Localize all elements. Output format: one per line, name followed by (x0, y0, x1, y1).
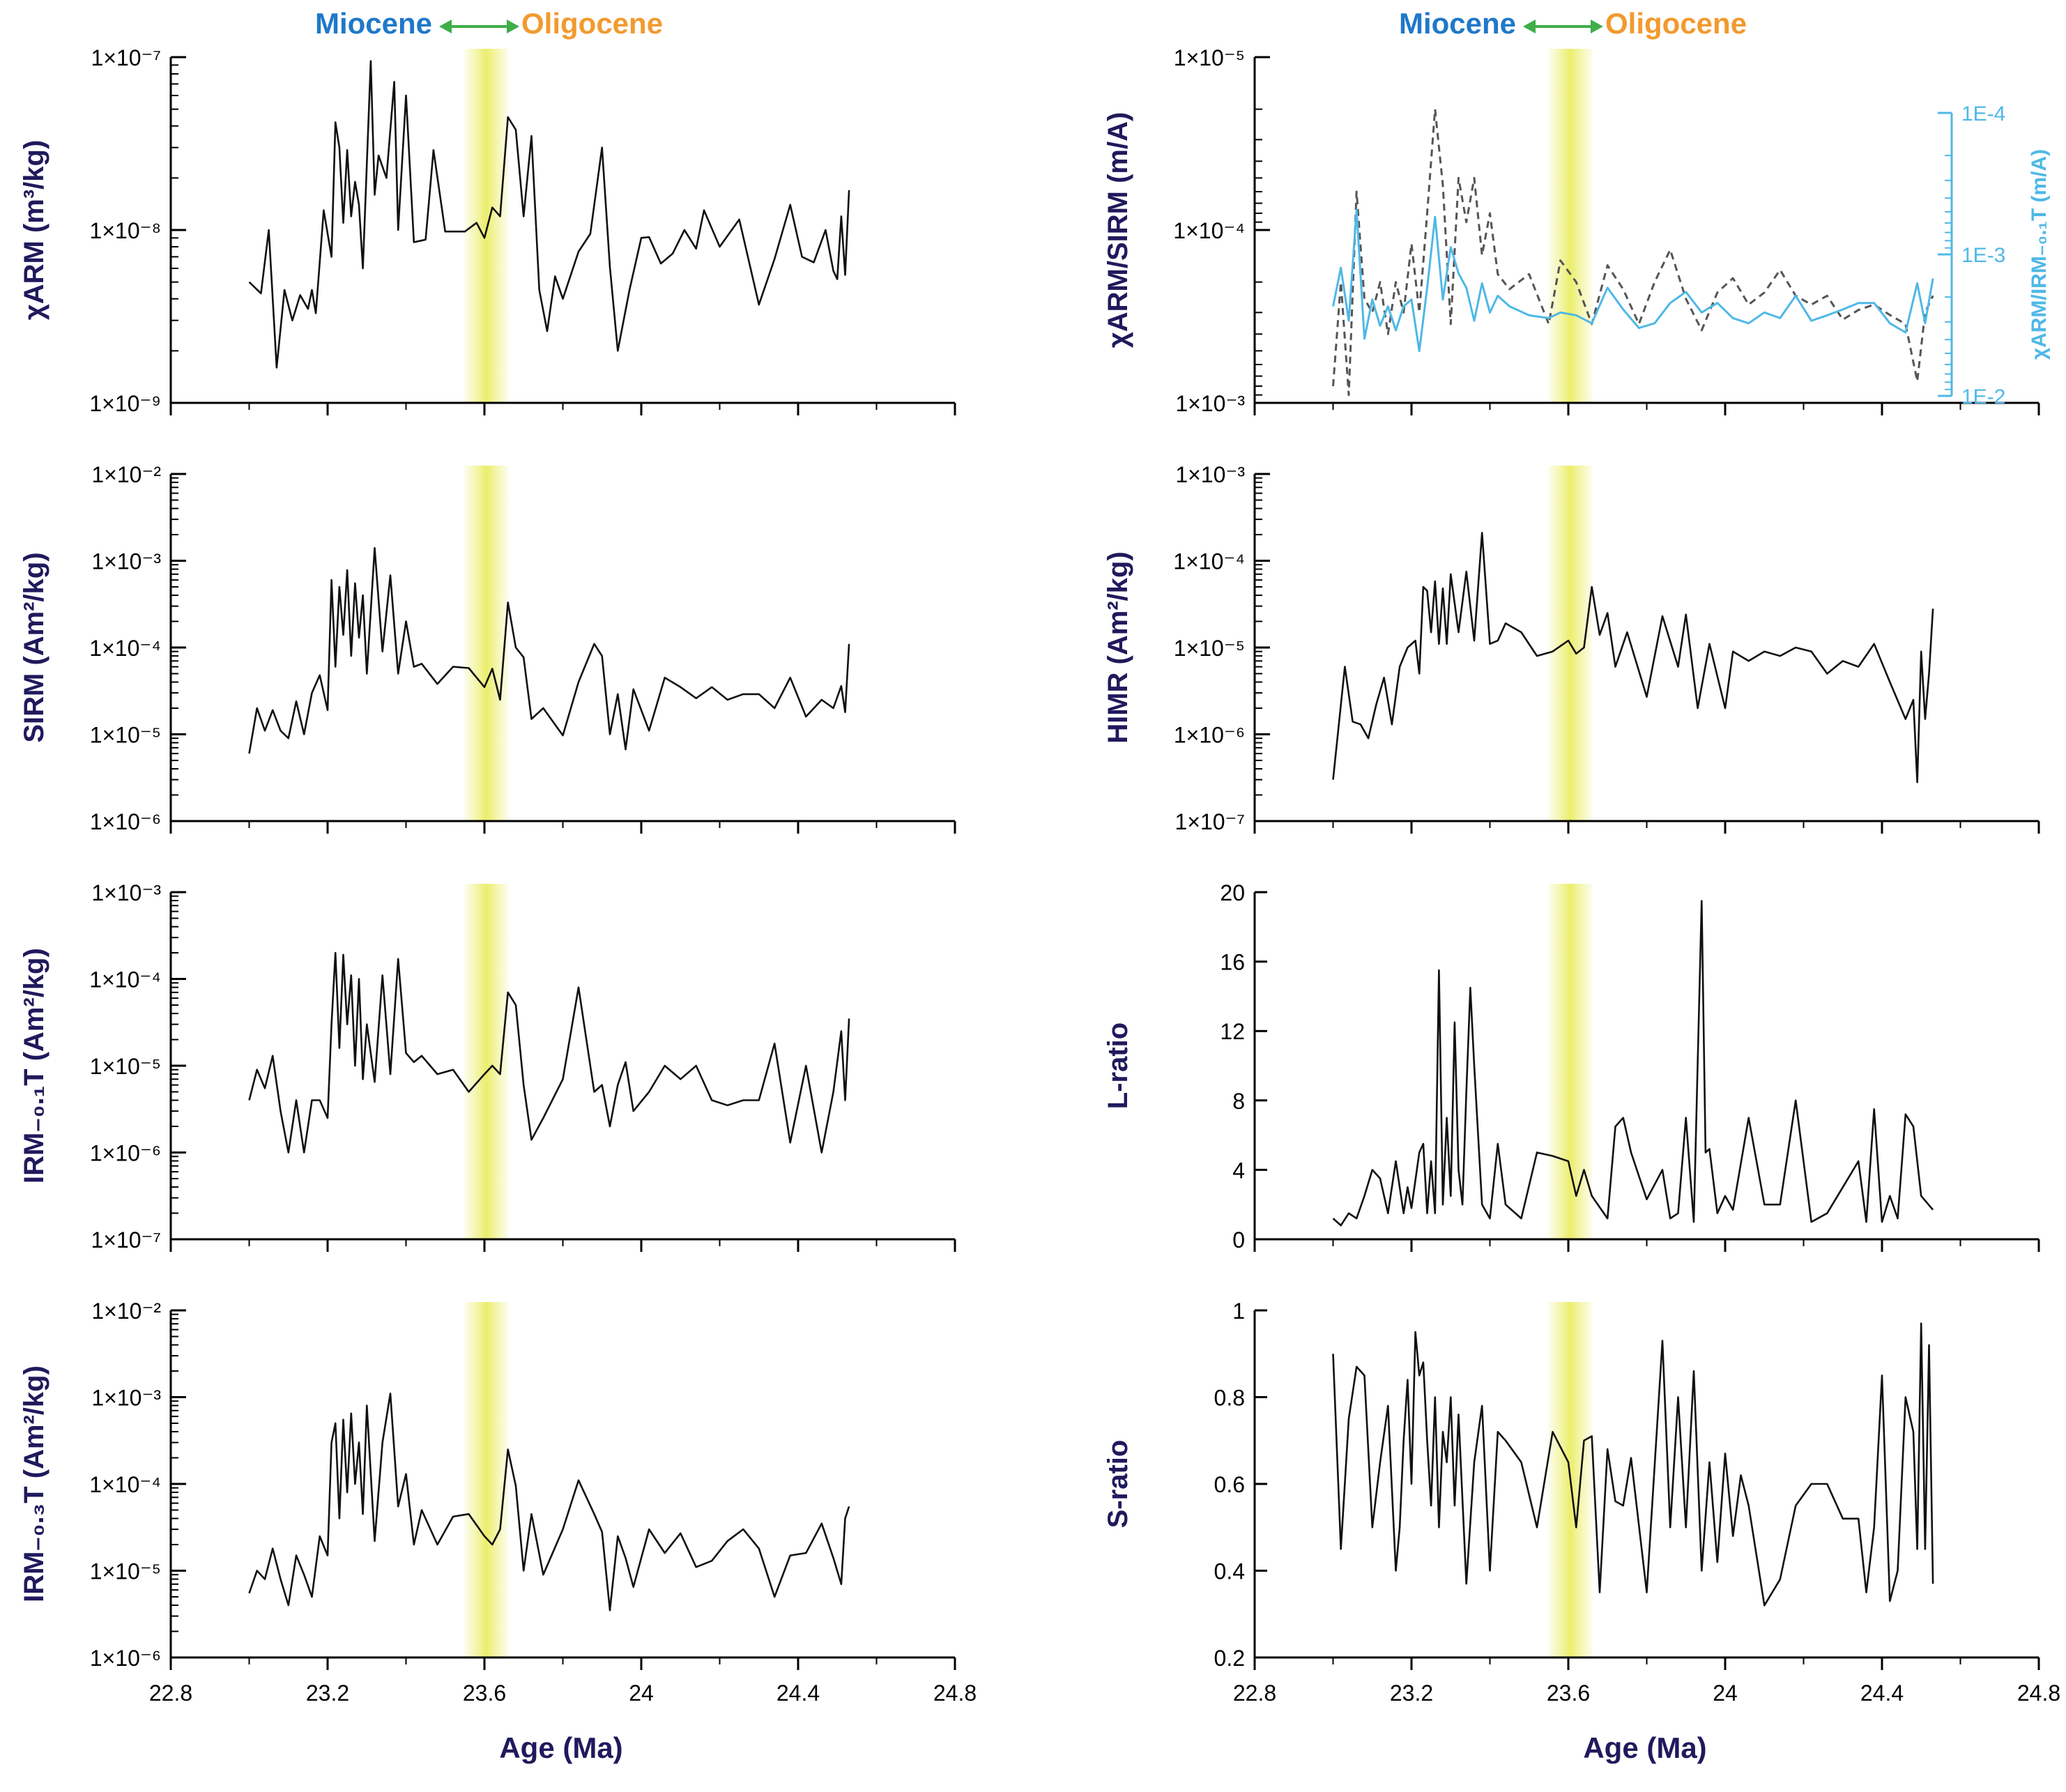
x-tick-label: 23.6 (463, 1680, 506, 1706)
y-tick-label: 8 (1232, 1089, 1245, 1114)
y-tick-label: 1×10⁻³ (1175, 462, 1245, 487)
y-tick-label: 1×10⁻⁶ (90, 809, 161, 834)
y-tick-label: 1×10⁻³ (91, 880, 161, 905)
y-tick-label: 0 (1232, 1227, 1245, 1253)
y2-axis-label: χARM/IRM₋₀.₁T (m/A) (2028, 149, 2051, 360)
y-tick-label: 1×10⁻⁵ (1174, 45, 1245, 70)
x-tick-label: 24.4 (776, 1680, 820, 1706)
series-line (248, 1393, 850, 1611)
y-axis-label: L-ratio (1103, 1023, 1133, 1109)
y-tick-label: 1×10⁻⁵ (1174, 636, 1245, 661)
header-right: Miocene Oligocene (1399, 7, 1747, 40)
series-line (248, 951, 850, 1154)
y-tick-label: 1×10⁻⁷ (1174, 809, 1245, 834)
series-line (248, 546, 850, 754)
y-axis-label: χARM/SIRM (m/A) (1103, 112, 1133, 349)
boundary-arrow-left (439, 20, 519, 33)
x-axis-label-right: Age (Ma) (1583, 1731, 1706, 1764)
y-axis-label: IRM₋₀.₁T (Am²/kg) (19, 948, 49, 1184)
panel-irm03: 22.8 23.2 23.6 24 24.4 24.8 1×10⁻² 1×10⁻³ 1×10⁻⁴… (19, 1299, 977, 1706)
y-tick-label: 1×10⁻⁹ (89, 391, 161, 416)
boundary-band (464, 466, 509, 821)
series-line (1332, 1322, 1934, 1607)
miocene-label-right: Miocene (1399, 7, 1516, 40)
y-tick-label: 0.4 (1214, 1559, 1245, 1584)
oligocene-label: Oligocene (521, 7, 663, 40)
series-line-cyan (1332, 208, 1934, 353)
y-tick-label: 0.2 (1214, 1646, 1245, 1671)
header-left: Miocene Oligocene (315, 7, 663, 40)
x-tick-label: 24.8 (2017, 1680, 2060, 1706)
panel-irm01: 1×10⁻³ 1×10⁻⁴ 1×10⁻⁵ 1×10⁻⁶ 1×10⁻⁷ IRM₋₀.₁T (… (19, 880, 956, 1253)
y-tick-label: 16 (1220, 950, 1245, 975)
y-tick-label: 1×10⁻⁷ (91, 1227, 161, 1253)
y-tick-label: 1×10⁻⁶ (1174, 723, 1245, 748)
y-tick-label: 1×10⁻⁵ (90, 1559, 161, 1584)
y-tick-label: 1×10⁻⁵ (90, 1054, 161, 1079)
series-line (1332, 900, 1934, 1227)
y-tick-label: 1×10⁻⁵ (90, 723, 161, 748)
y-tick-label: 1×10⁻³ (91, 1386, 161, 1411)
y-tick-label: 0.8 (1214, 1386, 1245, 1411)
panel-himr: 1×10⁻³ 1×10⁻⁴ 1×10⁻⁵ 1×10⁻⁶ 1×10⁻⁷ HIMR (Am²/… (1103, 462, 2040, 834)
series-line-dashed (1332, 108, 1934, 397)
y-tick-label: 1×10⁻² (91, 462, 161, 487)
y-tick-label: 1×10⁻² (91, 1299, 161, 1324)
y-axis-label: IRM₋₀.₃T (Am²/kg) (19, 1365, 49, 1602)
y-tick-label: 20 (1220, 880, 1245, 905)
x-tick-label: 22.8 (149, 1680, 192, 1706)
y-tick-label: 1×10⁻³ (91, 549, 161, 574)
panel-lratio: 20 16 12 8 4 0 L-ratio (1103, 880, 2040, 1253)
miocene-label: Miocene (315, 7, 432, 40)
y-tick-label: 1×10⁻⁴ (89, 636, 161, 661)
panel-xarm: 1×10⁻⁷ 1×10⁻⁸ 1×10⁻⁹ χARM (m³/kg) (19, 45, 956, 416)
y-tick-label: 1×10⁻⁷ (91, 45, 161, 70)
y-tick-label: 1×10⁻⁶ (90, 1646, 161, 1671)
y-axis-label: HIMR (Am²/kg) (1103, 551, 1133, 744)
x-tick-label: 24 (1713, 1680, 1738, 1706)
y-tick-label: 1×10⁻⁸ (90, 218, 161, 243)
y-tick-label: 1×10⁻⁴ (89, 1472, 161, 1497)
y-tick-label: 4 (1232, 1158, 1245, 1183)
y-tick-label: 1×10⁻⁶ (90, 1141, 161, 1166)
y-axis-label: χARM (m³/kg) (19, 140, 49, 321)
y-tick-label: 1×10⁻⁴ (89, 967, 161, 993)
boundary-arrow-right (1523, 20, 1603, 33)
oligocene-label-right: Oligocene (1605, 7, 1747, 40)
y-tick-label: 1 (1232, 1299, 1245, 1324)
y-axis-label: S-ratio (1103, 1440, 1133, 1529)
x-tick-label: 22.8 (1233, 1680, 1276, 1706)
boundary-band (1548, 49, 1593, 403)
y2-tick-label: 1E-3 (1961, 244, 2005, 267)
y-tick-label: 1×10⁻⁴ (1173, 218, 1245, 243)
y2-tick-label: 1E-4 (1961, 102, 2005, 125)
x-axis-label-left: Age (Ma) (499, 1731, 622, 1764)
x-tick-label: 23.2 (1390, 1680, 1433, 1706)
x-tick-label: 24.8 (933, 1680, 977, 1706)
series-line (248, 60, 850, 369)
x-tick-label: 23.6 (1547, 1680, 1590, 1706)
y-axis-label: SIRM (Am²/kg) (19, 552, 49, 742)
boundary-band (1548, 884, 1593, 1239)
panel-sirm: 1×10⁻² 1×10⁻³ 1×10⁻⁴ 1×10⁻⁵ 1×10⁻⁶ SIRM (Am²/… (19, 462, 956, 834)
y-tick-label: 1×10⁻³ (1175, 391, 1245, 416)
panel-ratio: 1×10⁻⁵ 1×10⁻⁴ 1×10⁻³ χARM/SIRM (m/A) 1E-4 1E-… (1103, 45, 2051, 416)
y-tick-label: 12 (1220, 1019, 1245, 1044)
boundary-band (464, 1302, 509, 1657)
x-tick-label: 23.2 (306, 1680, 349, 1706)
y-tick-label: 1×10⁻⁴ (1173, 549, 1245, 574)
series-line (1332, 532, 1934, 783)
x-tick-label: 24 (629, 1680, 654, 1706)
y-tick-label: 0.6 (1214, 1472, 1245, 1497)
y2-tick-label: 1E-2 (1961, 385, 2005, 408)
panel-sratio: 22.8 23.2 23.6 24 24.4 24.8 1 0.8 0.6 0.4 0.2 S-rat… (1103, 1299, 2060, 1706)
x-tick-label: 24.4 (1860, 1680, 1904, 1706)
